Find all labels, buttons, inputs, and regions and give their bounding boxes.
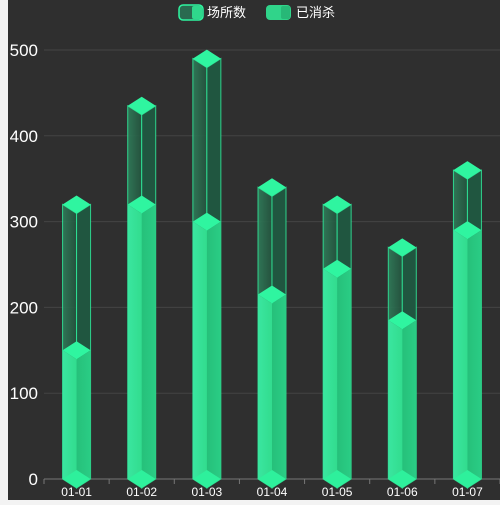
legend-label-series-1: 场所数	[207, 6, 246, 21]
bar-base-cap	[453, 470, 482, 488]
chart-panel: 0 100 200 300 400 500 01-01 01-02 01-03 01-04 01-…	[8, 0, 500, 500]
bar-base-cap	[323, 470, 352, 488]
bar-group-01-01[interactable]	[62, 195, 92, 489]
bar-series-2-front-face	[388, 320, 403, 488]
legend-item-series-1[interactable]: 场所数	[178, 4, 246, 21]
x-tick-label-01-05: 01-05	[322, 485, 353, 499]
x-tick-label-01-02: 01-02	[126, 485, 157, 499]
x-tick-label-01-06: 01-06	[387, 485, 418, 499]
bar-base-cap	[388, 470, 417, 488]
bar-series-2-side-face	[141, 204, 156, 488]
bar-series-2-top-cap	[192, 212, 221, 231]
bar-series-2-side-face	[206, 221, 221, 488]
bar-series-2-01-03	[192, 212, 221, 488]
bar-series-2-side-face	[402, 320, 417, 488]
bar-group-01-02[interactable]	[127, 96, 157, 489]
bar-series-2-top-cap	[453, 221, 482, 240]
legend-swatch-series-2-side	[281, 6, 290, 19]
bar-series-2-side-face	[272, 294, 286, 488]
bar-group-01-06[interactable]	[387, 238, 417, 489]
bar-series-2-01-01	[62, 341, 91, 488]
bar-series-2-01-05	[323, 259, 352, 488]
x-tick-label-01-07: 01-07	[452, 485, 483, 499]
bar-series-1-top-cap	[258, 178, 286, 197]
bar-series-2-01-06	[388, 311, 417, 488]
bar-series-2-top-cap	[258, 285, 286, 304]
bar-series-2-front-face	[192, 221, 207, 488]
bar-series-2-front-face	[453, 230, 468, 488]
y-tick-label-100: 100	[10, 384, 38, 403]
bar-series-1-top-cap	[62, 195, 91, 214]
x-tick-label-01-03: 01-03	[192, 485, 223, 499]
bar-series-2-01-07	[453, 221, 482, 488]
x-axis-ticks: 01-01 01-02 01-03 01-04 01-05 01-06 01-07	[61, 485, 483, 499]
bar-series-1-top-cap	[192, 49, 221, 68]
bar-series-1-top-cap	[127, 96, 156, 115]
bar-group-01-04[interactable]	[257, 178, 287, 489]
bar-series-1-top-cap	[388, 238, 417, 257]
bar-series-2-top-cap	[127, 195, 156, 214]
bar-series-2-top-cap	[323, 259, 352, 278]
bar-series-2-top-cap	[62, 341, 91, 360]
y-tick-label-400: 400	[10, 127, 38, 146]
bar-series-2-front-face	[127, 204, 142, 488]
bar-series-2-side-face	[76, 350, 91, 488]
bar-base-cap	[62, 470, 91, 488]
bar-group-01-07[interactable]	[452, 161, 482, 489]
y-tick-label-500: 500	[10, 41, 38, 60]
bar-base-cap	[258, 470, 286, 488]
x-tick-label-01-01: 01-01	[61, 485, 92, 499]
bar-base-cap	[127, 470, 156, 488]
legend-item-series-2[interactable]: 已消杀	[266, 5, 335, 21]
bar-base-cap	[192, 470, 221, 488]
legend: 场所数 已消杀	[178, 4, 335, 21]
bar-series-2-side-face	[467, 230, 482, 488]
y-tick-label-300: 300	[10, 213, 38, 232]
bar-series-1-top-cap	[453, 161, 482, 180]
legend-swatch-series-1-face	[192, 6, 202, 19]
bar-series-2-front-face	[258, 294, 272, 488]
bar-series-1-top-cap	[323, 195, 352, 214]
y-tick-label-200: 200	[10, 298, 38, 317]
legend-label-series-2: 已消杀	[296, 6, 335, 21]
bar-series-2-front-face	[62, 350, 77, 488]
y-tick-label-0: 0	[29, 470, 38, 489]
bars	[62, 49, 482, 489]
y-axis-ticks: 0 100 200 300 400 500	[10, 41, 38, 489]
bar-series-2-front-face	[323, 268, 338, 488]
bar-group-01-05[interactable]	[322, 195, 352, 489]
bar-group-01-03[interactable]	[192, 49, 222, 489]
bar-series-2-01-02	[127, 195, 156, 488]
bar-series-2-side-face	[337, 268, 352, 488]
x-tick-label-01-04: 01-04	[257, 485, 288, 499]
bar-series-2-top-cap	[388, 311, 417, 330]
bar-series-2-01-04	[258, 285, 286, 488]
